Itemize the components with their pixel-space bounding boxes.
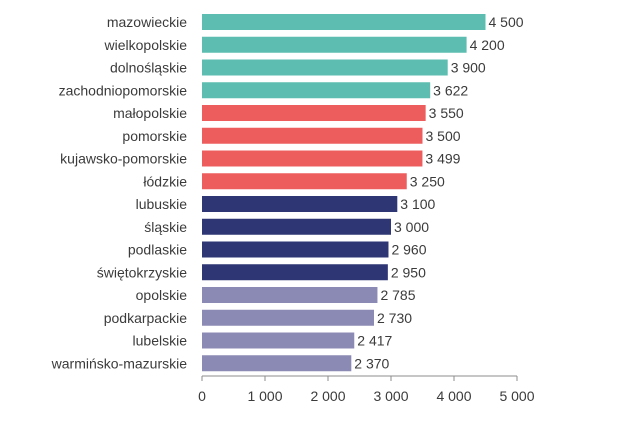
bar	[202, 173, 407, 190]
bar	[202, 332, 355, 349]
category-label: pomorskie	[122, 128, 187, 144]
bar	[202, 355, 352, 372]
category-label: świętokrzyskie	[97, 264, 187, 280]
bar	[202, 59, 448, 76]
x-tick-label: 1 000	[247, 388, 282, 404]
value-label: 4 200	[470, 37, 505, 53]
category-label: warmińsko-mazurskie	[51, 355, 188, 371]
bar	[202, 264, 388, 281]
value-label: 3 622	[433, 82, 468, 98]
value-label: 3 500	[426, 128, 461, 144]
category-labels: mazowieckie wielkopolskie dolnośląskie zach…	[51, 14, 188, 371]
category-label: podlaskie	[128, 242, 187, 258]
category-label: zachodniopomorskie	[59, 82, 188, 98]
value-label: 2 417	[357, 333, 392, 349]
value-label: 3 550	[429, 105, 464, 121]
x-tick-label: 0	[198, 388, 206, 404]
value-label: 3 100	[400, 196, 435, 212]
bar	[202, 196, 398, 212]
category-label: łódzkie	[143, 173, 187, 189]
bar	[202, 127, 423, 144]
category-label: lubuskie	[136, 196, 188, 212]
category-label: dolnośląskie	[110, 60, 187, 76]
value-label: 3 900	[451, 60, 486, 76]
value-label: 2 785	[380, 287, 415, 303]
x-tick-label: 5 000	[499, 388, 534, 404]
x-tick-label: 2 000	[310, 388, 345, 404]
value-label: 2 960	[391, 242, 426, 258]
bar	[202, 82, 431, 99]
bar	[202, 241, 389, 258]
bars	[202, 14, 486, 372]
bar	[202, 105, 426, 121]
value-label: 2 730	[377, 310, 412, 326]
value-label: 3 499	[425, 151, 460, 167]
category-label: śląskie	[144, 219, 187, 235]
bar	[202, 287, 378, 303]
value-label: 4 500	[489, 14, 524, 30]
x-tick-label: 3 000	[373, 388, 408, 404]
bar	[202, 36, 467, 53]
category-label: opolskie	[136, 287, 188, 303]
value-label: 2 950	[391, 264, 426, 280]
value-label: 2 370	[354, 355, 389, 371]
bar	[202, 14, 486, 30]
category-label: mazowieckie	[107, 14, 187, 30]
category-label: podkarpackie	[104, 310, 187, 326]
category-label: wielkopolskie	[104, 37, 188, 53]
value-labels: 4 500 4 200 3 900 3 622 3 550 3 500 3 499 3 250…	[354, 14, 523, 371]
x-tick-label: 4 000	[436, 388, 471, 404]
category-label: lubelskie	[133, 333, 188, 349]
value-label: 3 000	[394, 219, 429, 235]
value-label: 3 250	[410, 173, 445, 189]
bar	[202, 218, 391, 235]
category-label: małopolskie	[113, 105, 187, 121]
bar	[202, 309, 374, 326]
x-axis: 0 1 000 2 000 3 000 4 000 5 000	[198, 375, 535, 404]
bar	[202, 150, 423, 167]
category-label: kujawsko-pomorskie	[60, 151, 187, 167]
